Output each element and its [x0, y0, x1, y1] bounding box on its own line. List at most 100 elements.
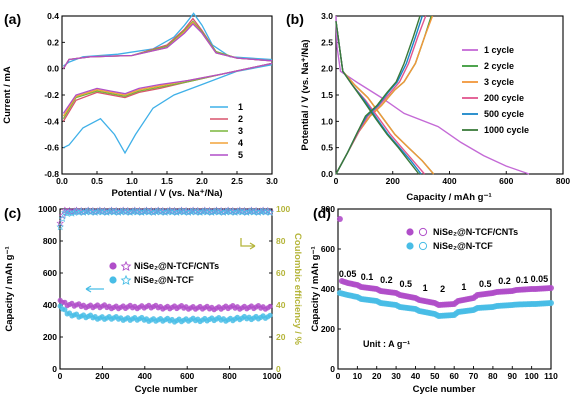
panel-c-efficiency-point	[191, 208, 200, 216]
panel-c-efficiency-point	[252, 207, 260, 215]
panel-c-efficiency-point	[247, 207, 256, 215]
panel-a-y-tick-label: -0.2	[44, 90, 59, 100]
panel-a-x-ticks: 0.0 0.5 1.0 1.5 2.0 2.5 3.0	[56, 171, 278, 186]
panel-c-efficiency-point	[205, 207, 214, 215]
panel-c-efficiency-point	[77, 207, 85, 215]
panel-c-efficiency-point	[215, 208, 223, 216]
panel-b-series-1-cycle	[335, 15, 530, 175]
panel-a-y-tick-label: 0.0	[47, 64, 59, 74]
panel-d-series-0	[336, 216, 554, 308]
panel-d-rate-label: 0.5	[479, 279, 492, 289]
panel-d-legend-open-marker	[418, 241, 428, 251]
panel-b-y-tick-label: 1.0	[321, 116, 333, 126]
panel-d-label: (d)	[313, 205, 331, 221]
panel-b-charge-discharge: (b) 0 200 400 600 800 0.00.51.01.52.02.53.0 …	[286, 11, 570, 203]
panel-c-y-tick-label: 600	[43, 268, 57, 278]
panel-c-right-y-tick-label: 40	[276, 300, 286, 310]
panel-c-efficiency-point	[147, 207, 155, 215]
panel-c-efficiency-point	[58, 212, 67, 220]
left-axis-arrow-icon	[85, 285, 104, 293]
panel-c-x-tick-label: 400	[138, 371, 152, 381]
panel-a-legend-label: 3	[238, 126, 243, 136]
panel-a-anodic-line-3	[62, 20, 273, 70]
panel-a-cv-curves: (a) 0.0 0.5 1.0 1.5 2.0 2.5 3.0 -0.8-0.6-0.4-0…	[2, 11, 278, 199]
panel-c-efficiency-point	[103, 208, 111, 216]
panel-c-efficiency-point	[156, 208, 165, 216]
panel-d-capacity-point	[336, 216, 343, 222]
panel-c-efficiency-point	[233, 207, 242, 216]
panel-c-efficiency-point	[121, 208, 130, 216]
panel-b-x-tick-label: 400	[442, 176, 456, 186]
panel-c-x-ticks: 0 200 400 600 800 1000	[58, 366, 282, 381]
panel-c-efficiency-point	[114, 208, 123, 216]
panel-c-efficiency-point	[201, 207, 209, 215]
panel-c-efficiency-point	[117, 207, 125, 216]
panel-c-efficiency-point	[189, 207, 197, 215]
panel-c-efficiency-point	[100, 207, 109, 215]
panel-c-series	[56, 206, 274, 325]
panel-d-legend-filled-marker	[406, 242, 414, 250]
panel-a-x-tick-label: 0.5	[91, 176, 103, 186]
panel-d-rate-label: 2	[440, 284, 445, 294]
panel-a-anodic-line-2	[62, 17, 273, 70]
panel-c-efficiency-point	[240, 207, 249, 215]
panel-c-efficiency-point	[238, 208, 246, 216]
panel-c-legend-label: NiSe₂@N-TCF/CNTs	[134, 261, 219, 271]
panel-c-efficiency-point	[91, 208, 99, 216]
panel-d-legend-filled-marker	[406, 228, 414, 236]
panel-b-legend-label: 3 cycle	[484, 77, 514, 87]
panel-c-right-y-tick-label: 0	[276, 364, 281, 374]
panel-b-y-tick-label: 3.0	[321, 11, 333, 21]
panel-c-efficiency-point	[96, 207, 104, 215]
panel-b-legend-label: 500 cycle	[484, 109, 524, 119]
panel-c-efficiency-point	[140, 207, 148, 216]
panel-a-legend-label: 1	[238, 102, 243, 112]
panel-d-x-tick-label: 50	[430, 371, 440, 381]
panel-c-efficiency-point	[86, 208, 95, 216]
panel-d-capacity-point	[548, 285, 554, 291]
panel-c-x-axis-label: Cycle number	[135, 384, 198, 395]
panel-d-x-axis-label: Cycle number	[413, 384, 476, 395]
panel-d-y-axis-label: Capacity / mAh g⁻¹	[310, 246, 321, 331]
panel-c-efficiency-point	[229, 207, 237, 215]
panel-c-efficiency-point	[184, 208, 193, 216]
panel-c-efficiency-point	[243, 208, 251, 216]
panel-c-legend-capacity-marker	[109, 276, 117, 284]
panel-d-rate-capability: (d) 0 10 20 30 40 50 60 70 80 90 100 110 0 200 400 600…	[310, 204, 558, 395]
panel-c-efficiency-point	[198, 207, 207, 216]
panel-d-x-tick-label: 80	[488, 371, 498, 381]
panel-b-legend-label: 2 cycle	[484, 61, 514, 71]
panel-c-efficiency-point	[254, 208, 263, 216]
panel-c-legend-efficiency-marker	[120, 274, 132, 286]
panel-c-efficiency-point	[75, 207, 83, 215]
panel-c-legend-efficiency-marker	[120, 260, 132, 272]
panel-c-efficiency-point	[217, 207, 225, 215]
panel-c-efficiency-point	[173, 208, 181, 216]
panel-c-efficiency-point	[177, 207, 186, 215]
panel-a-cathodic-line-5	[62, 62, 273, 114]
panel-c-efficiency-point	[163, 207, 172, 216]
panel-c-right-y-tick-label: 100	[276, 204, 290, 214]
panel-c-efficiency-point	[182, 207, 190, 215]
panel-a-y-ticks: -0.8 -0.6 -0.4 -0.2 0.0 0.2 0.4	[44, 11, 65, 179]
panel-c-efficiency-point	[110, 208, 118, 216]
panel-c-efficiency-point	[93, 207, 102, 216]
panel-b-label: (b)	[286, 11, 304, 27]
panel-c-efficiency-point	[124, 207, 132, 215]
panel-d-y-tick-label: 600	[321, 244, 335, 254]
panel-d-x-tick-label: 60	[449, 371, 459, 381]
panel-c-efficiency-point	[168, 208, 176, 216]
panel-c-efficiency-point	[61, 206, 69, 214]
panel-d-rate-label: 0.5	[400, 279, 413, 289]
panel-d-rate-label: 1	[423, 283, 428, 293]
panel-c-efficiency-point	[119, 207, 127, 215]
panel-c-efficiency-point	[135, 207, 144, 215]
panel-c-efficiency-point	[58, 214, 67, 223]
panel-c-cycling: (c) 0 200 400 600 800 1000 02004006008001000 …	[4, 204, 303, 395]
panel-c-efficiency-point	[245, 207, 253, 216]
panel-c-efficiency-point	[175, 207, 183, 216]
panel-c-capacity-point	[267, 303, 273, 309]
panel-c-efficiency-point	[126, 208, 134, 216]
panel-c-efficiency-point	[133, 208, 141, 216]
panel-c-efficiency-point	[212, 207, 221, 215]
